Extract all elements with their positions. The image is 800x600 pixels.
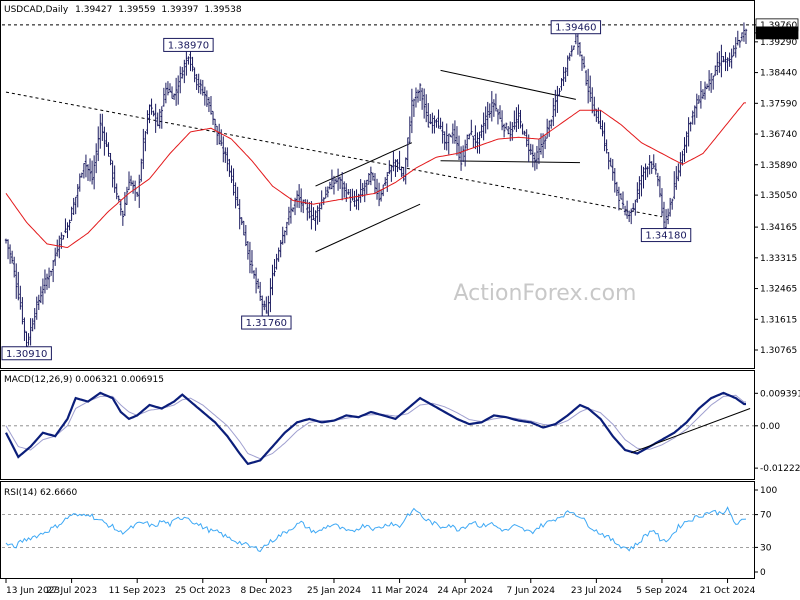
callout-box <box>1 346 52 361</box>
trendline <box>440 69 576 100</box>
price-header: USDCAD,Daily 1.39427 1.39559 1.39397 1.3… <box>4 5 242 15</box>
y-tick-label: 1.39290 <box>760 38 797 48</box>
x-tick-label: 11 Mar 2024 <box>371 586 428 596</box>
trendline <box>440 160 580 164</box>
macd-y-axis: 0.009391 0.00 -0.012225 <box>754 389 800 474</box>
y-tick-label: 1.39538 <box>760 29 797 39</box>
ohlc-close: 1.39538 <box>204 5 241 15</box>
x-tick-label: 24 Apr 2024 <box>437 586 493 596</box>
callout-box <box>550 20 602 35</box>
trendline <box>315 203 421 253</box>
price-callout: 1.31760 <box>241 315 292 330</box>
callout-label: 1.30910 <box>6 349 47 360</box>
x-tick-label: 7 Jun 2024 <box>507 586 556 596</box>
callout-label: 1.31760 <box>246 318 287 329</box>
callout-box <box>163 37 214 52</box>
y-tick-label: 1.33315 <box>760 254 797 264</box>
y-tick-label: 1.39760 <box>760 21 797 31</box>
y-tick-label: 1.36740 <box>760 130 797 140</box>
y-tick-label: 100 <box>760 486 777 496</box>
callout-box <box>640 228 692 243</box>
y-tick-label: 1.35050 <box>760 191 797 201</box>
sma-layer <box>5 102 746 249</box>
macd-header: MACD(12,26,9) 0.006321 0.006915 <box>4 375 164 385</box>
macd-trendline <box>631 408 751 454</box>
symbol-title: USDCAD,Daily <box>4 5 69 15</box>
y-tick-label: 0 <box>760 568 766 578</box>
x-tick-label: 25 Jan 2024 <box>307 586 361 596</box>
x-tick-label: 25 Oct 2023 <box>175 586 231 596</box>
y-tick-label: 70 <box>760 511 772 521</box>
price-callout: 1.39460 <box>550 20 602 35</box>
callout-label: 1.39460 <box>555 23 596 34</box>
macd-panel-frame <box>0 370 755 480</box>
callout-box <box>241 315 292 330</box>
y-tick-label: -0.012225 <box>760 464 800 474</box>
x-tick-label: 11 Sep 2023 <box>109 586 166 596</box>
y-tick-label: 1.35890 <box>760 161 797 171</box>
ohlc-low: 1.39397 <box>161 5 198 15</box>
y-tick-label: 1.38440 <box>760 69 797 79</box>
ohlc-high: 1.39559 <box>118 5 155 15</box>
x-tick-label: 27 Jul 2023 <box>46 586 97 596</box>
rsi-header: RSI(14) 62.6660 <box>4 488 77 498</box>
y-tick-label: 30 <box>760 543 772 553</box>
watermark: ActionForex.com <box>454 281 637 306</box>
sma-line <box>5 102 746 249</box>
callout-label: 1.38970 <box>168 40 209 51</box>
x-tick-label: 8 Dec 2023 <box>240 586 292 596</box>
rsi-layer <box>2 506 754 553</box>
price-annotations: 1.30910 1.38970 1.31760 1.39460 1.34180 <box>1 20 692 361</box>
current-price-tag <box>755 26 799 40</box>
ohlc-open: 1.39427 <box>75 5 112 15</box>
price-callout: 1.30910 <box>1 346 52 361</box>
macd-layer <box>2 391 754 466</box>
rsi-line <box>5 506 747 553</box>
y-tick-label: 1.32465 <box>760 285 797 295</box>
y-tick-label: 1.31615 <box>760 315 797 325</box>
y-tick-label: 1.34165 <box>760 223 797 233</box>
x-tick-label: 5 Sep 2024 <box>636 586 688 596</box>
price-callout: 1.38970 <box>163 37 214 52</box>
rsi-y-axis: 100 70 30 0 <box>754 486 777 578</box>
price-trendlines <box>2 24 754 253</box>
macd-signal-line <box>5 394 746 460</box>
price-panel-frame <box>0 0 755 369</box>
callout-label: 1.34180 <box>645 231 686 242</box>
rsi-panel-frame <box>0 481 755 579</box>
x-tick-label: 13 Jun 2023 <box>6 586 60 596</box>
y-tick-label: 1.37590 <box>760 99 797 109</box>
price-bars <box>4 22 748 358</box>
y-tick-label: 0.009391 <box>760 389 800 399</box>
x-tick-label: 21 Oct 2024 <box>700 586 756 596</box>
y-tick-label: 1.30765 <box>760 346 797 356</box>
y-tick-label: 0.00 <box>760 422 780 432</box>
macd-line <box>5 391 746 466</box>
price-callout: 1.34180 <box>640 228 692 243</box>
x-tick-label: 23 Jul 2024 <box>571 586 622 596</box>
